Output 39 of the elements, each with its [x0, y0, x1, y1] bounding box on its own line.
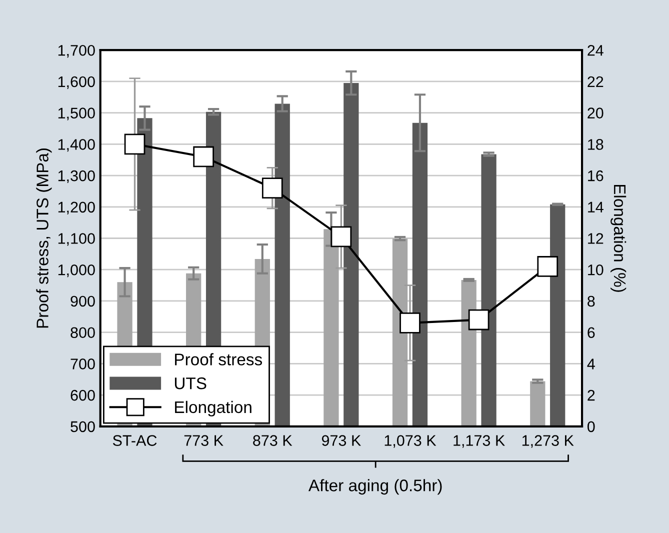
legend-label: Proof stress [175, 353, 262, 366]
legend-label: Elongation [175, 400, 252, 416]
y2-tick-label: 22 [588, 76, 604, 87]
y2-axis-title: Elongation (%) [610, 184, 626, 292]
y2-tick-label: 24 [588, 44, 604, 56]
y-tick-label: 700 [70, 358, 95, 370]
x-tick-label: 973 K [322, 435, 361, 446]
y2-tick-label: 4 [587, 358, 595, 370]
y-tick-label: 900 [70, 296, 95, 307]
x-tick-label: ST-AC [112, 435, 157, 446]
y2-tick-label: 10 [588, 264, 604, 276]
y2-tick-label: 20 [588, 108, 604, 119]
y-tick-label: 600 [70, 390, 95, 401]
x-tick-label: 1,273 K [522, 435, 574, 448]
y2-tick-label: 18 [588, 139, 604, 150]
y-tick-label: 800 [70, 327, 95, 338]
x-tick-label: 873 K [253, 435, 292, 446]
y-tick-label: 1,200 [58, 202, 95, 214]
legend-label: UTS [174, 377, 206, 390]
y-tick-label: 1,000 [58, 264, 95, 278]
y-tick-label: 500 [70, 421, 95, 432]
y2-tick-label: 14 [588, 202, 604, 212]
y-tick-label: 1,500 [58, 108, 95, 120]
y-tick-label: 1,400 [58, 139, 95, 152]
y-tick-label: 1,700 [58, 44, 95, 58]
y-axis-title: Proof stress, UTS (MPa) [36, 148, 52, 328]
y-tick-label: 1,100 [58, 233, 95, 246]
x-tick-label: 773 K [184, 435, 224, 446]
y2-tick-label: 6 [588, 327, 595, 338]
x-tick-label: 1,073 K [384, 435, 436, 448]
x-tick-label: 1,173 K [454, 435, 505, 448]
y2-tick-label: 2 [588, 390, 595, 401]
y-tick-label: 1,300 [58, 170, 95, 184]
y2-tick-label: 0 [587, 421, 595, 432]
y-tick-label: 1,600 [58, 76, 95, 89]
text: After aging (0.5hr) [308, 479, 442, 495]
y2-tick-label: 12 [588, 233, 604, 244]
y2-tick-label: 16 [588, 170, 604, 182]
y2-tick-label: 8 [588, 296, 595, 307]
